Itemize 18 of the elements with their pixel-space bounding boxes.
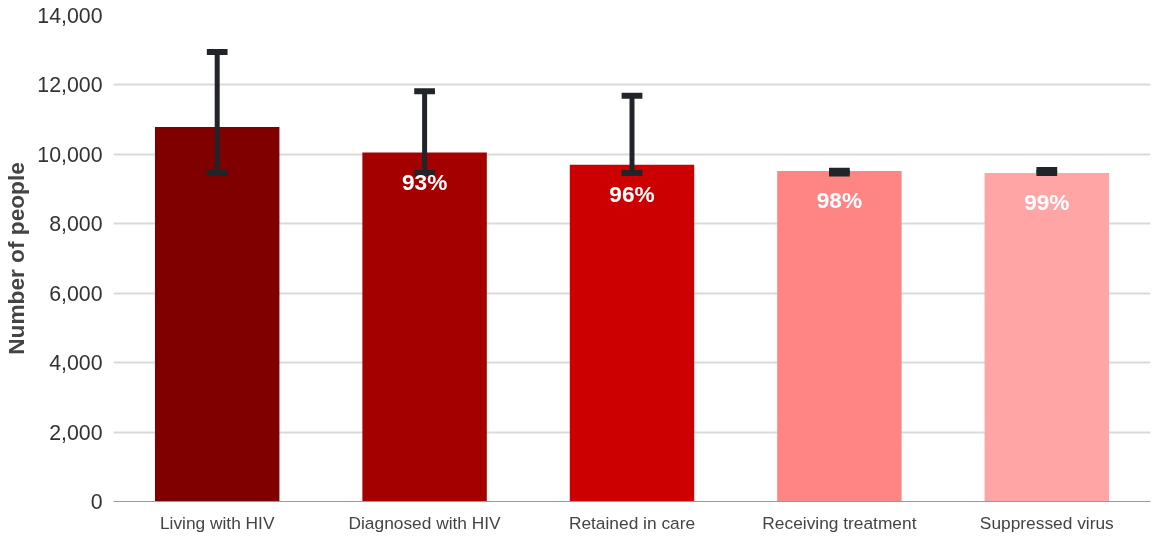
y-tick-label: 10,000: [37, 142, 103, 167]
x-tick-label: Retained in care: [568, 512, 696, 533]
y-axis-title: Number of people: [3, 162, 30, 355]
y-tick-label: 4,000: [49, 351, 103, 376]
y-tick-label: 12,000: [37, 73, 103, 98]
y-tick-label: 0: [90, 490, 103, 514]
annotation: 96%: [609, 180, 655, 207]
y-tick-label: 8,000: [49, 212, 103, 237]
y-tick-label: 2,000: [49, 420, 103, 445]
x-tick-label: Receiving treatment: [762, 512, 917, 533]
y-tick-label: 6,000: [49, 281, 103, 306]
x-tick-label: Living with HIV: [159, 512, 275, 533]
y-tick-label: 14,000: [37, 4, 103, 28]
annotation: 99%: [1024, 189, 1070, 216]
x-tick-label: Suppressed virus: [979, 512, 1115, 533]
annotation: 93%: [401, 168, 448, 195]
x-tick-label: Diagnosed with HIV: [348, 512, 502, 533]
annotation: 98%: [816, 187, 863, 214]
